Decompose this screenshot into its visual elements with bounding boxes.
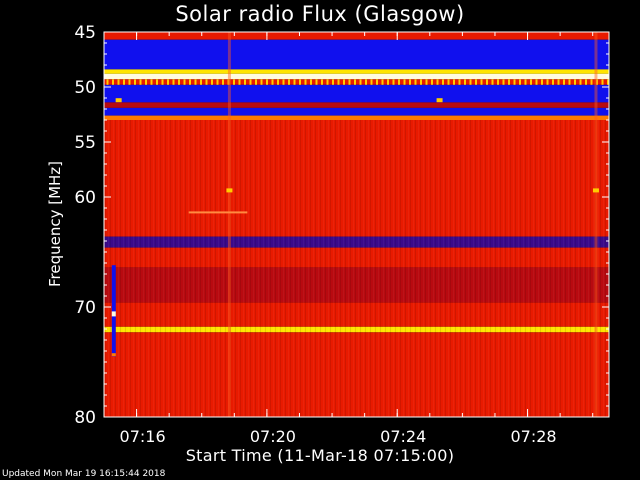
burst-end: [111, 353, 116, 357]
plot-frame: [103, 31, 610, 418]
axes: 45 50 55 60 70 80 07:16 07:20 07:24 07:28: [74, 23, 610, 446]
y-tick-label-55: 55: [74, 133, 96, 153]
y-tick-label-50: 50: [74, 78, 96, 98]
band-8: [104, 115, 609, 120]
y-tick-label-60: 60: [74, 188, 96, 208]
spot-4: [436, 98, 443, 103]
segment-7: [188, 211, 248, 214]
band-3: [104, 73, 609, 80]
spot-3: [115, 98, 122, 103]
x-tick-label-3: 07:28: [510, 427, 556, 446]
band-1: [104, 39, 609, 70]
vertical-artifact-1: [227, 32, 231, 417]
y-tick-label-80: 80: [74, 408, 96, 428]
updated-timestamp: Updated Mon Mar 19 16:15:44 2018: [2, 469, 166, 479]
chart-title: Solar radio Flux (Glasgow): [175, 2, 465, 26]
band-5: [104, 84, 609, 103]
burst-streak: [111, 265, 116, 357]
band-0: [104, 32, 609, 40]
vertical-artifact-2: [594, 32, 598, 417]
band-2: [104, 69, 609, 74]
burst-peak: [111, 311, 116, 317]
y-tick-label-70: 70: [74, 298, 96, 318]
texture-overlay: [104, 120, 609, 417]
plot-area: [104, 32, 609, 417]
band-7: [104, 107, 609, 116]
x-tick-label-1: 07:20: [250, 427, 296, 446]
y-tick-label-45: 45: [74, 23, 96, 43]
band-6: [104, 102, 609, 108]
spot-5: [226, 188, 233, 193]
x-tick-label-0: 07:16: [120, 427, 166, 446]
spot-6: [592, 188, 599, 193]
x-axis-label: Start Time (11-Mar-18 07:15:00): [185, 446, 455, 465]
band-tick-pattern: [104, 79, 609, 85]
x-tick-label-2: 07:24: [380, 427, 426, 446]
